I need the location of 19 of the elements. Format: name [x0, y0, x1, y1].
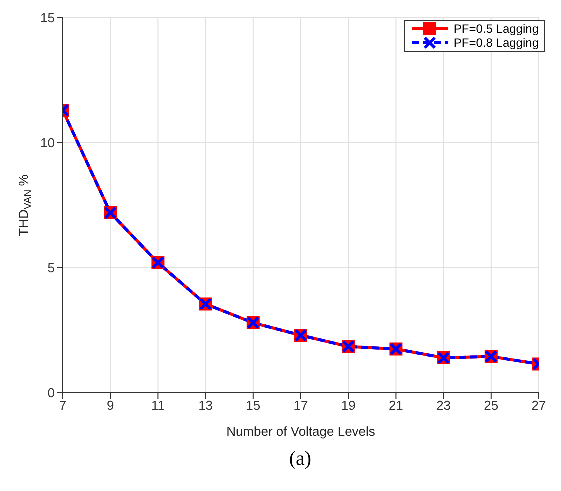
x-axis-title: Number of Voltage Levels — [226, 424, 376, 439]
x-tick-label: 21 — [388, 398, 404, 414]
y-tick-label: 5 — [48, 260, 55, 276]
legend-label: PF=0.8 Lagging — [454, 36, 539, 50]
x-tick-label: 9 — [106, 398, 114, 414]
x-tick-label: 27 — [532, 398, 546, 414]
y-tick-label: 15 — [40, 10, 55, 26]
x-tick-label: 25 — [484, 398, 499, 414]
x-tick-label: 7 — [59, 398, 67, 414]
y-tick-label: 10 — [40, 136, 55, 151]
y-tick-label: 0 — [48, 386, 55, 401]
x-tick-label: 15 — [246, 398, 261, 414]
x-tick-label: 13 — [198, 398, 214, 414]
x-tick-label: 17 — [294, 398, 308, 414]
text: (a) — [288, 448, 313, 471]
x-tick-label: 19 — [341, 398, 356, 414]
x-tick-label: 11 — [151, 398, 165, 414]
x-tick-label: 23 — [436, 398, 452, 414]
legend-label: PF=0.5 Lagging — [454, 22, 539, 36]
